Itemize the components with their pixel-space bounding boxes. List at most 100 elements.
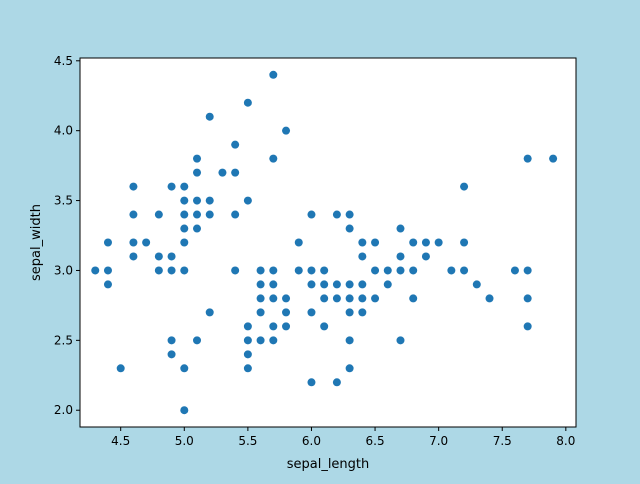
data-point	[231, 168, 240, 177]
data-point	[460, 238, 469, 247]
data-point	[205, 308, 214, 317]
data-point	[269, 70, 278, 79]
data-point	[345, 280, 354, 289]
x-axis-label: sepal_length	[287, 457, 370, 472]
data-point	[129, 182, 138, 191]
x-tick-label: 7.0	[429, 434, 448, 448]
y-tick-label: 2.0	[54, 403, 73, 417]
data-point	[154, 210, 163, 219]
data-point	[523, 154, 532, 163]
x-tick-label: 5.0	[175, 434, 194, 448]
data-point	[307, 266, 316, 275]
data-point	[421, 238, 430, 247]
data-point	[472, 280, 481, 289]
data-point	[154, 252, 163, 261]
data-point	[256, 266, 265, 275]
data-point	[256, 308, 265, 317]
data-point	[193, 210, 202, 219]
data-point	[320, 322, 329, 331]
data-point	[345, 308, 354, 317]
data-point	[409, 294, 418, 303]
data-point	[282, 322, 291, 331]
x-tick-label: 6.0	[302, 434, 321, 448]
data-point	[345, 364, 354, 373]
data-point	[371, 266, 380, 275]
y-axis-label: sepal_width	[29, 204, 44, 281]
data-point	[434, 238, 443, 247]
data-point	[205, 196, 214, 205]
data-point	[180, 364, 189, 373]
data-point	[345, 224, 354, 233]
data-point	[256, 336, 265, 345]
data-point	[193, 336, 202, 345]
data-point	[358, 280, 367, 289]
data-point	[332, 280, 341, 289]
data-point	[103, 238, 112, 247]
data-point	[371, 238, 380, 247]
data-point	[243, 98, 252, 107]
data-point	[460, 182, 469, 191]
data-point	[167, 336, 176, 345]
data-point	[523, 266, 532, 275]
data-point	[231, 140, 240, 149]
data-point	[256, 280, 265, 289]
plot-area	[80, 58, 576, 427]
data-point	[269, 294, 278, 303]
data-point	[371, 294, 380, 303]
data-point	[269, 280, 278, 289]
data-point	[180, 196, 189, 205]
data-point	[345, 336, 354, 345]
data-point	[103, 280, 112, 289]
data-point	[282, 294, 291, 303]
y-tick-label: 2.5	[54, 333, 73, 347]
points-layer	[91, 70, 558, 415]
data-point	[460, 266, 469, 275]
data-point	[269, 336, 278, 345]
data-point	[409, 266, 418, 275]
data-point	[523, 294, 532, 303]
y-tick-label: 4.0	[54, 124, 73, 138]
data-point	[269, 266, 278, 275]
data-point	[358, 308, 367, 317]
data-point	[243, 364, 252, 373]
data-point	[294, 266, 303, 275]
y-tick-label: 4.5	[54, 54, 73, 68]
data-point	[282, 308, 291, 317]
x-tick-label: 4.5	[111, 434, 130, 448]
data-point	[167, 252, 176, 261]
data-point	[332, 294, 341, 303]
data-point	[167, 182, 176, 191]
data-point	[180, 182, 189, 191]
data-point	[129, 252, 138, 261]
data-point	[396, 336, 405, 345]
data-point	[358, 252, 367, 261]
x-axis-ticks: 4.5 5.0 5.5 6.0 6.5 7.0 7.5 8.0	[111, 427, 575, 448]
data-point	[180, 266, 189, 275]
x-tick-label: 5.5	[238, 434, 257, 448]
data-point	[396, 266, 405, 275]
data-point	[231, 210, 240, 219]
data-point	[129, 210, 138, 219]
data-point	[243, 322, 252, 331]
data-point	[180, 210, 189, 219]
data-point	[167, 266, 176, 275]
data-point	[243, 350, 252, 359]
data-point	[320, 280, 329, 289]
data-point	[307, 308, 316, 317]
data-point	[154, 266, 163, 275]
data-point	[485, 294, 494, 303]
data-point	[243, 336, 252, 345]
data-point	[332, 378, 341, 387]
data-point	[345, 210, 354, 219]
y-tick-label: 3.5	[54, 194, 73, 208]
data-point	[205, 112, 214, 121]
x-tick-label: 6.5	[366, 434, 385, 448]
data-point	[320, 266, 329, 275]
data-point	[282, 126, 291, 135]
data-point	[142, 238, 151, 247]
data-point	[116, 364, 125, 373]
data-point	[358, 238, 367, 247]
data-point	[193, 154, 202, 163]
